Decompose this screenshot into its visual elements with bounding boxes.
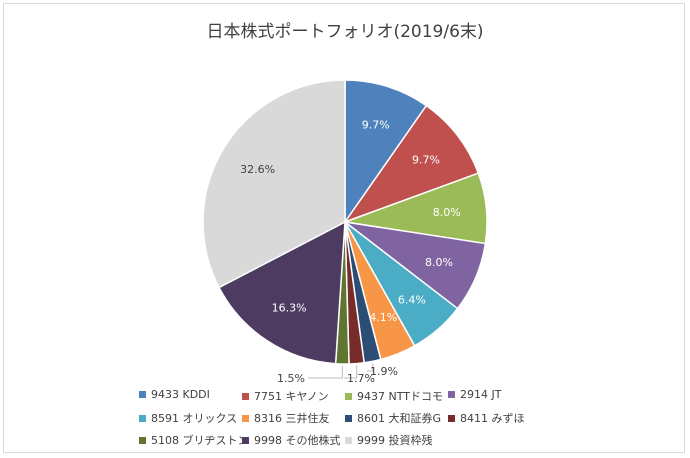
data-label: 9.7% xyxy=(412,154,440,167)
legend-item: 2914 JT xyxy=(448,388,501,401)
pie-slice xyxy=(218,220,346,365)
data-label: 1.7% xyxy=(347,372,375,384)
legend-item: 5108 ブリヂストン xyxy=(139,432,249,448)
legend-swatch xyxy=(139,436,146,444)
legend-swatch xyxy=(345,392,352,400)
leader-line xyxy=(344,365,358,379)
data-label: 6.4% xyxy=(398,293,426,306)
data-label: 32.6% xyxy=(240,163,275,176)
leader-line xyxy=(367,363,374,372)
legend-label: 7751 キヤノン xyxy=(254,390,329,403)
legend-swatch xyxy=(345,414,352,422)
legend-item: 9433 KDDI xyxy=(139,388,210,401)
legend-label: 8411 みずほ xyxy=(460,412,525,425)
legend-item: 7751 キヤノン xyxy=(242,388,329,404)
data-label: 16.3% xyxy=(272,302,307,315)
legend-swatch xyxy=(448,390,455,398)
legend-item: 8411 みずほ xyxy=(448,410,525,426)
legend-item: 8601 大和証券G xyxy=(345,410,441,426)
pie-slice xyxy=(202,79,346,289)
legend-swatch xyxy=(139,390,146,398)
legend-swatch xyxy=(242,414,249,422)
chart-title: 日本株式ポートフォリオ(2019/6末) xyxy=(206,22,484,42)
data-label: 8.0% xyxy=(433,206,461,219)
pie-slice xyxy=(344,79,428,225)
legend-item: 8591 オリックス xyxy=(139,410,237,426)
legend-label: 5108 ブリヂストン xyxy=(151,434,249,447)
legend-label: 9437 NTTドコモ xyxy=(357,390,443,403)
legend-item: 9437 NTTドコモ xyxy=(345,388,443,404)
legend-label: 8316 三井住友 xyxy=(254,412,330,425)
data-label: 4.1% xyxy=(369,311,397,324)
data-label: 9.7% xyxy=(362,119,390,132)
leader-line xyxy=(308,366,343,379)
legend-swatch xyxy=(139,414,146,422)
legend-swatch xyxy=(345,436,352,444)
legend-label: 9999 投資枠残 xyxy=(357,434,433,447)
legend-item: 9999 投資枠残 xyxy=(345,432,433,448)
legend-label: 8591 オリックス xyxy=(151,412,238,425)
legend-swatch xyxy=(448,414,455,422)
legend-item: 8316 三井住友 xyxy=(242,410,330,426)
pie-slice xyxy=(343,104,480,224)
legend-label: 8601 大和証券G xyxy=(357,412,442,425)
legend-label: 9998 その他株式 xyxy=(254,434,341,447)
legend-item: 9998 その他株式 xyxy=(242,432,341,448)
data-label: 1.9% xyxy=(370,365,398,378)
legend-label: 9433 KDDI xyxy=(151,388,210,401)
legend-swatch xyxy=(242,436,249,444)
data-label: 8.0% xyxy=(425,256,453,269)
pie-chart: 9.7% 9.7% 8.0% 8.0% 6.4%4.1% 1.9%1.7% 1.5% 16.3… xyxy=(202,79,488,384)
chart-frame: 日本株式ポートフォリオ(2019/6末) 9.7% 9.7% 8.0% 8.0% 6.4… xyxy=(3,3,685,453)
legend-swatch xyxy=(242,392,249,400)
data-label: 1.5% xyxy=(277,372,305,384)
legend-label: 2914 JT xyxy=(460,388,502,401)
